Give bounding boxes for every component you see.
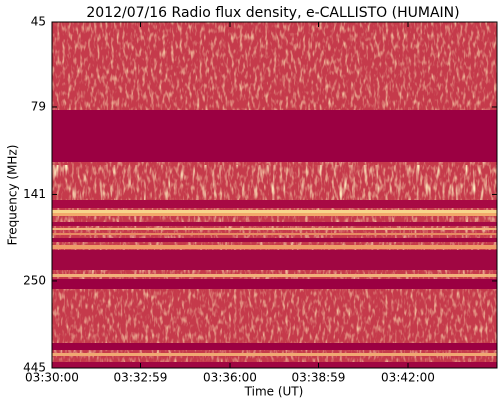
x-tick-label: 03:38:59	[292, 371, 346, 385]
x-tick-label: 03:30:00	[25, 371, 79, 385]
x-tick-label: 03:36:00	[203, 371, 257, 385]
x-tick-label: 03:32:59	[114, 371, 168, 385]
y-tick-label: 445	[23, 361, 46, 375]
spectrogram-image	[52, 22, 497, 368]
y-axis-label: Frequency (MHz)	[6, 145, 20, 246]
y-tick-label: 79	[31, 99, 46, 113]
y-tick-label: 250	[23, 273, 46, 287]
chart-title: 2012/07/16 Radio flux density, e-CALLIST…	[86, 5, 459, 21]
y-tick-label: 141	[23, 187, 46, 201]
plot-frame	[51, 21, 498, 369]
x-tick-label: 03:42:00	[381, 371, 435, 385]
y-tick-label: 45	[31, 15, 46, 29]
x-axis-label: Time (UT)	[244, 385, 304, 399]
